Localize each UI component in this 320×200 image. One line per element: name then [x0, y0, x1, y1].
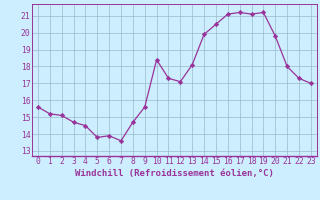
X-axis label: Windchill (Refroidissement éolien,°C): Windchill (Refroidissement éolien,°C) [75, 169, 274, 178]
